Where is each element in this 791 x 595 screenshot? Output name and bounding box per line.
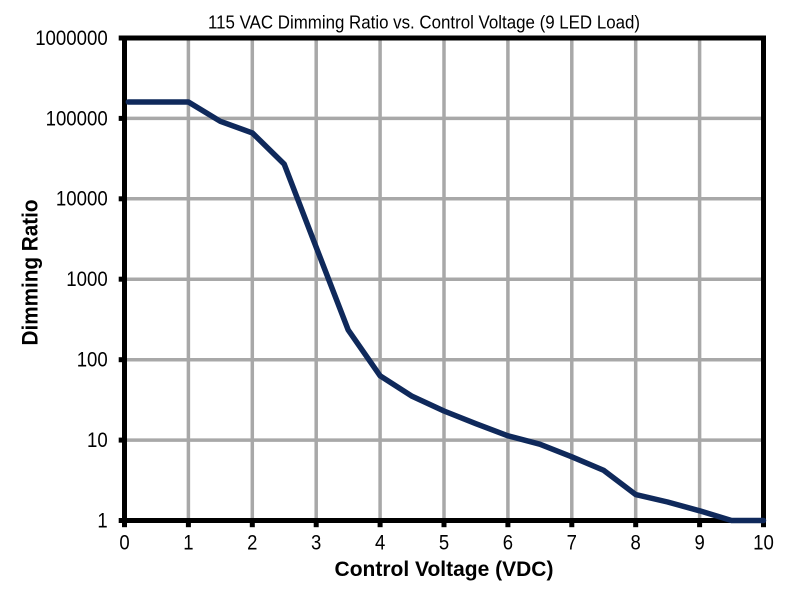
svg-text:8: 8 bbox=[631, 531, 641, 555]
svg-text:10: 10 bbox=[753, 531, 774, 555]
svg-text:10: 10 bbox=[87, 428, 108, 452]
svg-text:9: 9 bbox=[694, 531, 704, 555]
svg-text:Control Voltage (VDC): Control Voltage (VDC) bbox=[335, 558, 554, 581]
svg-text:0: 0 bbox=[119, 531, 129, 555]
svg-text:1: 1 bbox=[183, 531, 193, 555]
svg-text:1000000: 1000000 bbox=[35, 26, 108, 50]
svg-text:Dimming Ratio: Dimming Ratio bbox=[18, 200, 43, 346]
svg-text:2: 2 bbox=[247, 531, 257, 555]
svg-text:7: 7 bbox=[567, 531, 577, 555]
svg-text:100000: 100000 bbox=[46, 106, 108, 130]
svg-text:5: 5 bbox=[439, 531, 449, 555]
svg-text:115 VAC Dimming Ratio vs. Cont: 115 VAC Dimming Ratio vs. Control Voltag… bbox=[208, 13, 640, 33]
svg-text:10000: 10000 bbox=[56, 187, 108, 211]
svg-text:100: 100 bbox=[77, 348, 108, 372]
svg-text:4: 4 bbox=[375, 531, 385, 555]
svg-text:6: 6 bbox=[503, 531, 513, 555]
svg-text:3: 3 bbox=[311, 531, 321, 555]
svg-text:1: 1 bbox=[97, 508, 107, 532]
svg-text:1000: 1000 bbox=[66, 267, 108, 291]
